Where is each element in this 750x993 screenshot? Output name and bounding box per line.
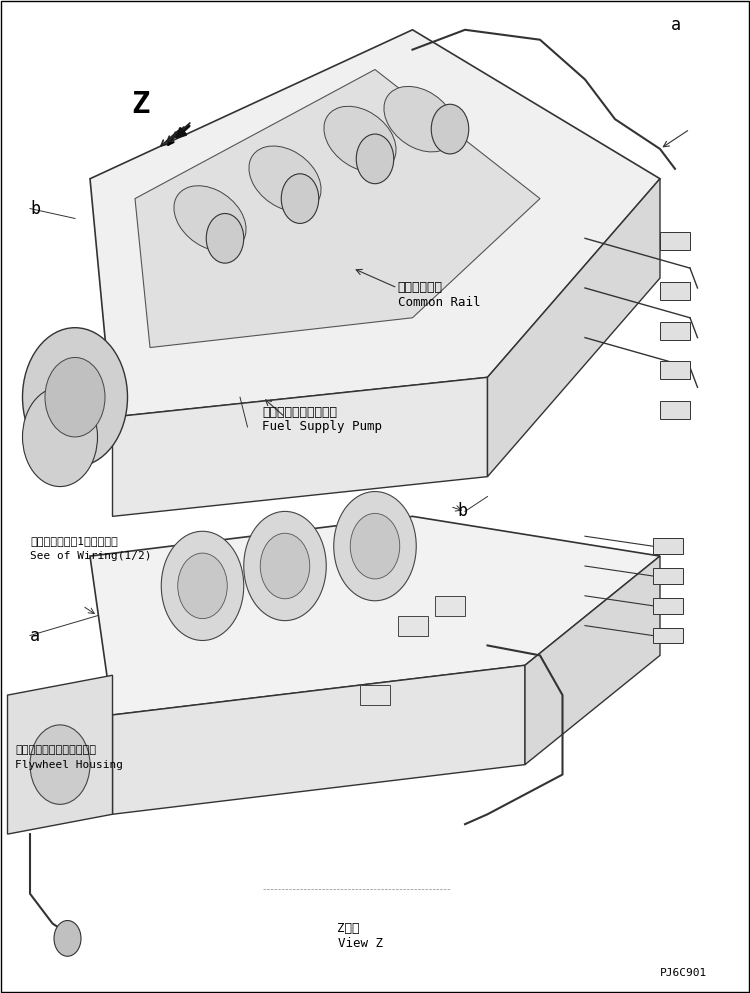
FancyBboxPatch shape (398, 616, 427, 636)
FancyBboxPatch shape (660, 361, 690, 379)
Circle shape (45, 357, 105, 437)
Text: Fuel Supply Pump: Fuel Supply Pump (262, 420, 382, 434)
FancyBboxPatch shape (435, 596, 465, 616)
Ellipse shape (324, 106, 396, 172)
Text: Flywheel Housing: Flywheel Housing (15, 760, 123, 770)
Circle shape (161, 531, 244, 640)
Text: View Z: View Z (338, 936, 382, 950)
Ellipse shape (174, 186, 246, 251)
FancyBboxPatch shape (652, 628, 682, 643)
Polygon shape (90, 516, 660, 715)
FancyBboxPatch shape (652, 538, 682, 554)
Circle shape (206, 213, 244, 263)
Text: See of Wiring(1/2): See of Wiring(1/2) (30, 551, 152, 561)
Ellipse shape (384, 86, 456, 152)
Text: Z: Z (131, 89, 149, 119)
Circle shape (356, 134, 394, 184)
Polygon shape (135, 70, 540, 348)
Circle shape (30, 725, 90, 804)
Polygon shape (525, 556, 660, 765)
FancyBboxPatch shape (660, 401, 690, 419)
FancyBboxPatch shape (652, 598, 682, 614)
Text: b: b (458, 502, 467, 520)
Text: フェルサブライポンプ: フェルサブライポンプ (262, 405, 338, 419)
FancyBboxPatch shape (652, 568, 682, 584)
Polygon shape (8, 675, 112, 834)
Text: a: a (30, 627, 40, 644)
Circle shape (334, 492, 416, 601)
Polygon shape (488, 179, 660, 477)
Text: b: b (30, 200, 40, 217)
FancyBboxPatch shape (660, 322, 690, 340)
FancyBboxPatch shape (660, 282, 690, 300)
Circle shape (244, 511, 326, 621)
Ellipse shape (249, 146, 321, 212)
Circle shape (54, 921, 81, 956)
Circle shape (22, 328, 128, 467)
Polygon shape (90, 30, 660, 417)
Text: Common Rail: Common Rail (398, 296, 480, 310)
Text: a: a (671, 16, 681, 34)
Polygon shape (112, 377, 488, 516)
Circle shape (431, 104, 469, 154)
Polygon shape (112, 665, 525, 814)
Text: PJ6C901: PJ6C901 (660, 968, 707, 978)
Circle shape (22, 387, 98, 487)
Circle shape (178, 553, 227, 619)
Text: ワイヤリング（1／２）参図: ワイヤリング（1／２）参図 (30, 536, 118, 546)
Text: Z　視: Z 視 (338, 922, 360, 935)
Text: コモンレール: コモンレール (398, 281, 442, 295)
Text: フライホイールハウジング: フライホイールハウジング (15, 745, 96, 755)
Circle shape (281, 174, 319, 223)
FancyBboxPatch shape (660, 232, 690, 250)
Circle shape (350, 513, 400, 579)
FancyBboxPatch shape (360, 685, 390, 705)
Circle shape (260, 533, 310, 599)
